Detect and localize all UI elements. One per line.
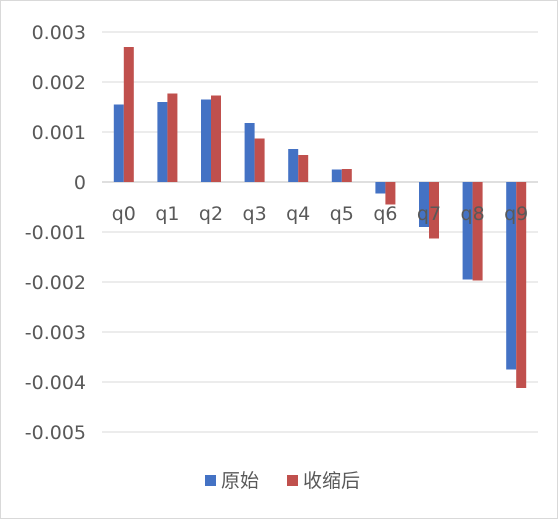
legend-label: 收缩后	[303, 470, 360, 492]
bar-shrunk-q8	[472, 182, 483, 281]
x-category-label: q9	[504, 203, 528, 225]
bar-original-q1	[157, 102, 168, 182]
y-tick-label: -0.003	[25, 322, 86, 344]
bar-original-q7	[419, 182, 429, 227]
y-tick-label: 0.001	[32, 122, 86, 144]
x-category-label: q5	[330, 203, 354, 225]
bar-shrunk-q6	[385, 182, 396, 205]
bar-shrunk-q3	[254, 138, 265, 182]
x-category-label: q3	[243, 203, 267, 225]
y-tick-label: 0	[74, 172, 86, 194]
x-category-label: q7	[417, 203, 441, 225]
bar-shrunk-q2	[211, 95, 221, 182]
x-category-label: q0	[112, 203, 136, 225]
bar-original-q2	[201, 99, 211, 182]
y-tick-label: 0.003	[32, 22, 86, 44]
bar-shrunk-q0	[123, 47, 134, 182]
bar-shrunk-q4	[298, 155, 309, 182]
bar-original-q8	[462, 182, 473, 280]
x-category-label: q8	[461, 203, 485, 225]
bar-original-q0	[113, 104, 124, 182]
y-tick-label: -0.002	[25, 272, 86, 294]
bar-original-q4	[288, 149, 299, 182]
legend-label: 原始	[221, 470, 259, 492]
x-category-label: q2	[199, 203, 223, 225]
y-tick-label: 0.002	[32, 72, 86, 94]
bar-shrunk-q7	[429, 182, 439, 239]
bar-shrunk-q1	[167, 93, 178, 182]
y-tick-label: -0.005	[25, 422, 86, 444]
bar-original-q3	[244, 123, 255, 182]
x-category-label: q6	[373, 203, 397, 225]
x-category-label: q1	[155, 203, 179, 225]
bar-original-q6	[375, 182, 386, 194]
y-tick-label: -0.001	[25, 222, 86, 244]
legend-swatch	[287, 475, 298, 486]
bar-original-q5	[331, 169, 342, 182]
bar-original-q9	[506, 182, 517, 370]
bar-shrunk-q9	[516, 182, 527, 388]
x-category-label: q4	[286, 203, 310, 225]
legend-swatch	[205, 475, 216, 486]
y-tick-label: -0.004	[25, 372, 86, 394]
bar-shrunk-q5	[341, 169, 352, 182]
